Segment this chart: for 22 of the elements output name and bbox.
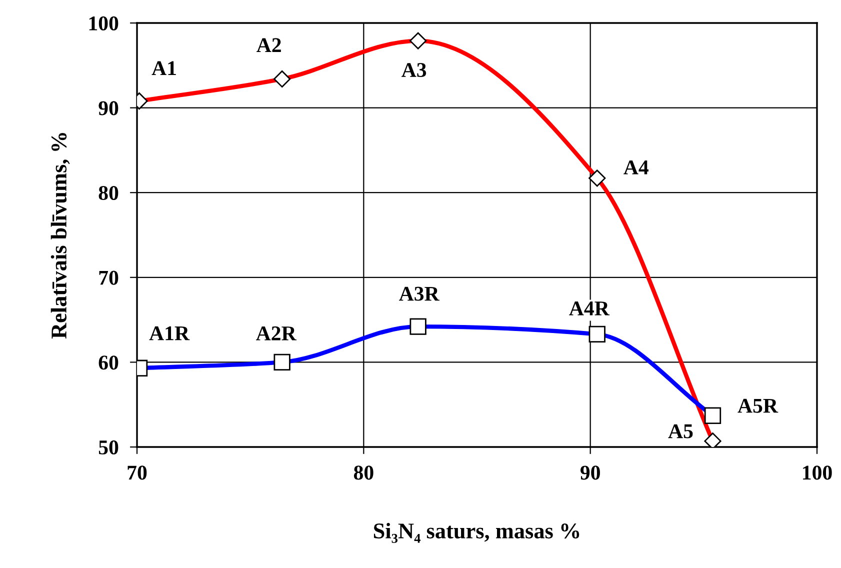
x-tick-label: 100 [803, 466, 832, 480]
annotation: A5 [668, 424, 693, 438]
x-axis-title: Si₃N₄ saturs, masas % [374, 522, 580, 543]
annotation: A4R [569, 301, 610, 316]
annotation: A1R [149, 326, 190, 340]
y-tick-label: 90 [98, 101, 118, 116]
annotation: A2R [256, 326, 296, 340]
x-tick-label: 80 [354, 466, 374, 480]
annotation: A1 [152, 61, 176, 76]
annotation: A4 [624, 160, 648, 174]
annotation: A5R [738, 398, 778, 413]
annotation: A2 [256, 38, 281, 52]
annotation: A3R [399, 286, 440, 301]
y-tick-label: 80 [98, 186, 118, 200]
y-tick-label: 50 [98, 440, 118, 454]
annotation: A3 [402, 63, 426, 78]
y-tick-label: 70 [99, 270, 118, 285]
y-tick-label: 100 [89, 16, 118, 30]
x-tick-label: 70 [128, 466, 147, 480]
y-axis-title: Relatīvais blīvums, % [50, 133, 70, 339]
y-tick-label: 60 [98, 356, 118, 370]
x-tick-label: 90 [580, 466, 600, 480]
